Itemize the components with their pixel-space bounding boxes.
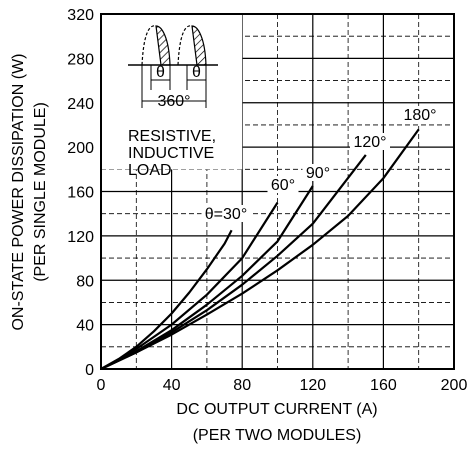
x-tick-label: 40 [163, 377, 181, 394]
inset-background [101, 14, 243, 170]
series-label: 60° [271, 177, 295, 194]
series-label-bg [302, 164, 334, 181]
tick-labels: 0 40 80 120 160 200 0 40 80 120 160 200 240 280 320 [67, 7, 467, 394]
x-axis-subtitle: (PER TWO MODULES) [193, 427, 362, 444]
y-tick-label: 0 [85, 362, 94, 379]
x-tick-label: 200 [441, 377, 468, 394]
load-note-line: INDUCTIVE [128, 145, 214, 162]
y-tick-label: 40 [76, 318, 94, 335]
series-label-bg [400, 106, 440, 123]
series-line [100, 128, 420, 370]
y-tick-label: 240 [67, 96, 94, 113]
series-label-bg [201, 205, 251, 222]
x-axis-title: DC OUTPUT CURRENT (A) [176, 401, 377, 418]
x-tick-label: 0 [97, 377, 106, 394]
x-tick-label: 120 [299, 377, 326, 394]
series-label-bg [350, 133, 390, 150]
series-line [100, 202, 279, 370]
x-tick-label: 160 [370, 377, 397, 394]
theta-label: θ [156, 64, 165, 81]
y-tick-label: 120 [67, 229, 94, 246]
half-sine-dashed [177, 25, 193, 66]
y-tick-label: 280 [67, 51, 94, 68]
y-tick-label: 160 [67, 185, 94, 202]
load-note-line: LOAD [128, 162, 172, 179]
y-tick-label: 320 [67, 7, 94, 24]
load-note-line: RESISTIVE, [128, 128, 216, 145]
y-axis-title: ON-STATE POWER DISSIPATION (W) [10, 53, 27, 330]
y-tick-label: 80 [76, 273, 94, 290]
period-label: 360° [157, 93, 190, 110]
series-label: 90° [306, 165, 330, 182]
series-label: θ=30° [205, 206, 247, 223]
x-tick-label: 80 [233, 377, 251, 394]
series-label: 180° [403, 107, 436, 124]
plot-frame [100, 13, 455, 370]
series-label-bg [267, 176, 299, 193]
theta-label: θ [192, 64, 201, 81]
y-tick-label: 200 [67, 140, 94, 157]
series-lines: θ=30° 60° 90° 120° 180° [100, 106, 440, 370]
series-label: 120° [353, 134, 386, 151]
series-line [100, 229, 233, 370]
y-axis-subtitle: (PER SINGLE MODULE) [32, 102, 49, 282]
series-line [100, 154, 367, 370]
half-sine-dashed [141, 25, 157, 66]
